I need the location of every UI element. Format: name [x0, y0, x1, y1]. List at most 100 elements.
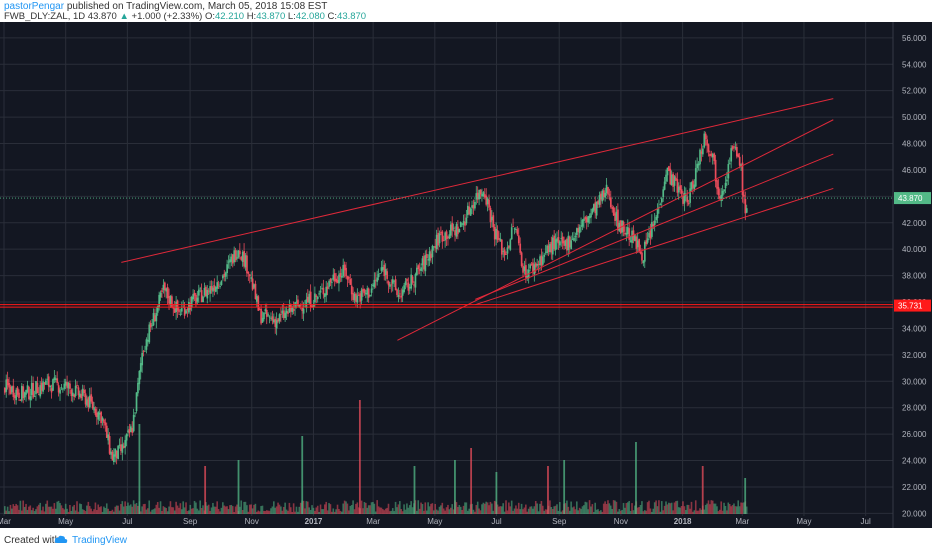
volume-bar [273, 501, 275, 514]
volume-bar [139, 511, 142, 514]
candle-body [247, 272, 250, 274]
volume-bar [130, 504, 132, 514]
volume-bar [614, 500, 616, 514]
candle-body [414, 274, 417, 288]
volume-bar [397, 504, 400, 514]
candle-body [472, 205, 475, 209]
volume-bar [329, 504, 332, 514]
x-tick-label: May [427, 517, 442, 526]
candle-body [740, 164, 742, 167]
candle-body [56, 378, 59, 383]
tradingview-brand[interactable]: TradingView [72, 535, 128, 546]
chart-area[interactable]: 56.00054.00052.00050.00048.00046.00044.0… [0, 22, 932, 528]
volume-bar [430, 503, 432, 514]
candle-body [165, 288, 168, 292]
candle-body [464, 221, 466, 226]
candle-body [315, 295, 318, 297]
candle-body [338, 274, 340, 284]
candle-body [222, 275, 224, 279]
candle-body [597, 200, 599, 205]
candle-body [738, 156, 741, 166]
volume-bar [318, 511, 320, 514]
volume-bar [716, 506, 718, 514]
candle-body [677, 186, 680, 193]
volume-bar [617, 511, 619, 514]
candle-body [224, 272, 227, 277]
high-label: H: [246, 11, 257, 22]
candle-body [105, 425, 108, 438]
candle-body [380, 267, 383, 271]
candle-body [278, 314, 281, 322]
candle-body [210, 286, 213, 291]
candle-body [30, 382, 33, 395]
candle-body [130, 426, 132, 433]
candle-body [32, 383, 35, 398]
candle-body [12, 385, 15, 397]
channel-line [121, 98, 834, 263]
volume-bar [263, 510, 265, 514]
volume-bar [322, 509, 325, 514]
volume-bar [144, 503, 146, 514]
volume-bar [710, 500, 713, 514]
volume-bar [240, 500, 243, 514]
volume-bar [308, 507, 311, 514]
volume-bar [543, 510, 546, 514]
candle-body [694, 168, 697, 187]
price-chart[interactable]: 56.00054.00052.00050.00048.00046.00044.0… [0, 22, 932, 528]
candle-body [512, 226, 514, 227]
volume-bar [549, 500, 551, 514]
candle-body [13, 395, 16, 399]
candle-body [40, 382, 43, 391]
candle-body [510, 227, 513, 240]
volume-bar [416, 510, 418, 514]
candle-body [200, 290, 203, 303]
candle-body [264, 309, 267, 312]
volume-bar [311, 505, 313, 514]
volume-bar [35, 509, 37, 514]
candle-body [298, 304, 301, 308]
volume-bar [542, 505, 544, 514]
candle-body [234, 250, 237, 261]
candle-body [328, 281, 330, 287]
volume-bar [100, 506, 102, 514]
volume-bar [468, 508, 471, 514]
volume-bar [533, 506, 536, 514]
candle-body [563, 240, 565, 246]
volume-bar [214, 506, 217, 514]
volume-bar [435, 509, 438, 514]
candle-body [244, 255, 247, 268]
candle-body [522, 265, 524, 273]
candle-body [46, 378, 49, 380]
candle-body [481, 194, 483, 197]
candle-body [543, 254, 546, 257]
volume-bar [30, 510, 33, 514]
volume-bar [544, 509, 547, 514]
candle-body [152, 313, 155, 326]
volume-bar [478, 508, 480, 514]
author-link[interactable]: pastorPengar [4, 1, 65, 12]
candle-body [332, 274, 335, 280]
volume-bar [438, 506, 441, 514]
volume-bar [148, 500, 151, 514]
volume-bar [574, 509, 577, 514]
volume-bar [124, 501, 126, 514]
volume-bar [532, 508, 534, 514]
candle-body [359, 293, 362, 302]
volume-bar [190, 508, 193, 514]
volume-bar [509, 506, 512, 514]
volume-bar [76, 501, 78, 514]
volume-bar [111, 509, 114, 514]
volume-bar [280, 506, 282, 514]
candle-body [176, 300, 179, 311]
volume-bar [172, 507, 175, 514]
volume-bar [470, 448, 473, 514]
candle-body [703, 133, 706, 148]
candle-body [39, 385, 42, 397]
candle-body [212, 287, 214, 292]
candle-body [26, 385, 29, 392]
volume-bar [145, 509, 148, 514]
volume-bar [138, 424, 141, 514]
candle-body [384, 269, 387, 275]
candle-body [248, 274, 251, 277]
volume-bar [713, 503, 715, 514]
